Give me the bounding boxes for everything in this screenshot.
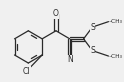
- Text: N: N: [67, 55, 73, 64]
- Text: Cl: Cl: [23, 67, 30, 76]
- Text: S: S: [90, 23, 95, 31]
- Text: S: S: [90, 46, 95, 55]
- Text: O: O: [53, 9, 59, 18]
- Text: –CH₃: –CH₃: [109, 54, 123, 59]
- Text: –CH₃: –CH₃: [109, 19, 123, 24]
